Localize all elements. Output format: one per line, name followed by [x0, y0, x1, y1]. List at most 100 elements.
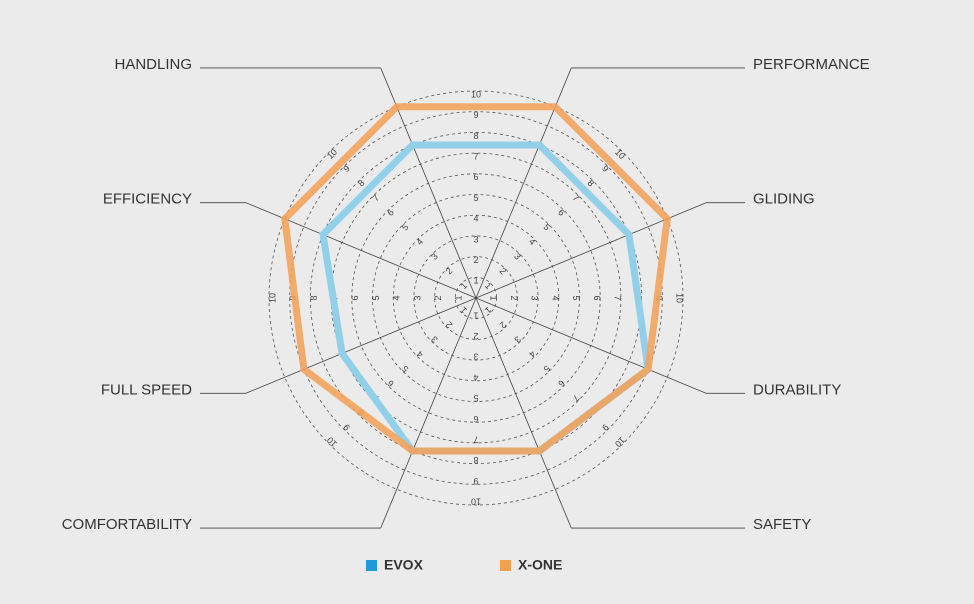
- ring-label: 8: [356, 178, 367, 189]
- grid-ring: [330, 152, 622, 444]
- ring-label: 4: [415, 237, 426, 248]
- grid-ring: [392, 214, 560, 382]
- ring-label: 7: [473, 151, 478, 161]
- ring-label: 6: [350, 295, 360, 300]
- axis-label: DURABILITY: [753, 381, 841, 398]
- ring-label: 2: [473, 331, 478, 341]
- axis-spoke: [245, 297, 477, 394]
- ring-label: 10: [325, 147, 339, 161]
- ring-label: 5: [473, 193, 478, 203]
- ring-label: 10: [613, 435, 627, 449]
- ring-label: 4: [550, 295, 560, 300]
- ring-label: 10: [325, 435, 339, 449]
- ring-label: 2: [473, 255, 478, 265]
- ring-label: 9: [473, 476, 478, 486]
- ring-label: 3: [530, 295, 540, 300]
- ring-label: 9: [473, 110, 478, 120]
- ring-label: 10: [471, 89, 481, 99]
- legend-swatch: [500, 560, 511, 571]
- ring-label: 1: [483, 280, 494, 291]
- grid-ring: [268, 90, 684, 506]
- ring-label: 6: [385, 378, 396, 389]
- ring-label: 4: [527, 237, 538, 248]
- ring-label: 6: [473, 414, 478, 424]
- ring-label: 3: [473, 234, 478, 244]
- axis-label: EFFICIENCY: [103, 191, 192, 208]
- ring-label: 5: [400, 222, 411, 233]
- ring-label: 8: [473, 131, 478, 141]
- ring-label: 5: [541, 363, 552, 374]
- ring-label: 5: [571, 295, 581, 300]
- ring-label: 2: [433, 295, 443, 300]
- ring-label: 1: [473, 310, 478, 320]
- ring-label: 7: [613, 295, 623, 300]
- series-line: [281, 103, 671, 455]
- grid-ring: [351, 173, 601, 423]
- ring-label: 8: [473, 455, 478, 465]
- ring-label: 7: [473, 435, 478, 445]
- ring-label: 5: [400, 363, 411, 374]
- ring-label: 2: [498, 320, 509, 331]
- ring-label: 5: [473, 393, 478, 403]
- ring-label: 4: [415, 349, 426, 360]
- ring-label: 9: [341, 163, 352, 174]
- axis-spoke: [475, 67, 572, 299]
- axis-label: HANDLING: [114, 56, 192, 73]
- ring-label: 1: [458, 305, 469, 316]
- grid-ring: [434, 256, 518, 340]
- legend-swatch: [366, 560, 377, 571]
- ring-label: 3: [429, 251, 440, 262]
- legend-label: EVOX: [384, 557, 424, 573]
- axis-spoke: [475, 297, 707, 394]
- ring-label: 6: [473, 172, 478, 182]
- ring-label: 4: [392, 295, 402, 300]
- ring-label: 5: [541, 222, 552, 233]
- ring-label: 3: [412, 295, 422, 300]
- ring-label: 7: [371, 193, 382, 204]
- ring-label: 8: [585, 178, 596, 189]
- ring-label: 10: [471, 497, 481, 507]
- ring-label: 2: [444, 320, 455, 331]
- grid-ring: [289, 111, 663, 485]
- axis-spoke: [475, 202, 707, 299]
- axis-label: PERFORMANCE: [753, 56, 870, 73]
- ring-label: 7: [571, 193, 582, 204]
- grid-ring: [309, 131, 643, 465]
- ring-label: 3: [429, 334, 440, 345]
- ring-label: 6: [385, 207, 396, 218]
- ring-label: 1: [473, 276, 478, 286]
- ring-label: 5: [371, 295, 381, 300]
- ring-label: 1: [458, 280, 469, 291]
- grid-ring: [372, 194, 580, 402]
- ring-label: 2: [498, 266, 509, 277]
- ring-label: 10: [613, 147, 627, 161]
- ring-label: 4: [527, 349, 538, 360]
- axis-label: SAFETY: [753, 516, 811, 533]
- axis-label: GLIDING: [753, 191, 815, 208]
- ring-label: 6: [556, 378, 567, 389]
- axis-spoke: [245, 202, 477, 299]
- ring-label: 6: [592, 295, 602, 300]
- ring-label: 4: [473, 214, 478, 224]
- ring-label: 2: [444, 266, 455, 277]
- axis-label: FULL SPEED: [101, 381, 192, 398]
- axis-spoke: [475, 297, 572, 529]
- ring-label: 1: [454, 295, 464, 300]
- ring-label: 3: [473, 352, 478, 362]
- ring-label: 8: [309, 295, 319, 300]
- ring-label: 7: [571, 393, 582, 404]
- ring-label: 2: [509, 295, 519, 300]
- ring-label: 9: [600, 163, 611, 174]
- ring-label: 3: [512, 334, 523, 345]
- ring-label: 10: [267, 293, 277, 303]
- legend-label: X-ONE: [518, 557, 562, 573]
- axis-spoke: [380, 67, 477, 299]
- grid-ring: [413, 235, 539, 361]
- axis-spoke: [380, 297, 477, 529]
- ring-label: 10: [675, 293, 685, 303]
- axis-label: COMFORTABILITY: [62, 516, 192, 533]
- ring-label: 6: [556, 207, 567, 218]
- ring-label: 9: [341, 422, 352, 433]
- ring-label: 9: [600, 422, 611, 433]
